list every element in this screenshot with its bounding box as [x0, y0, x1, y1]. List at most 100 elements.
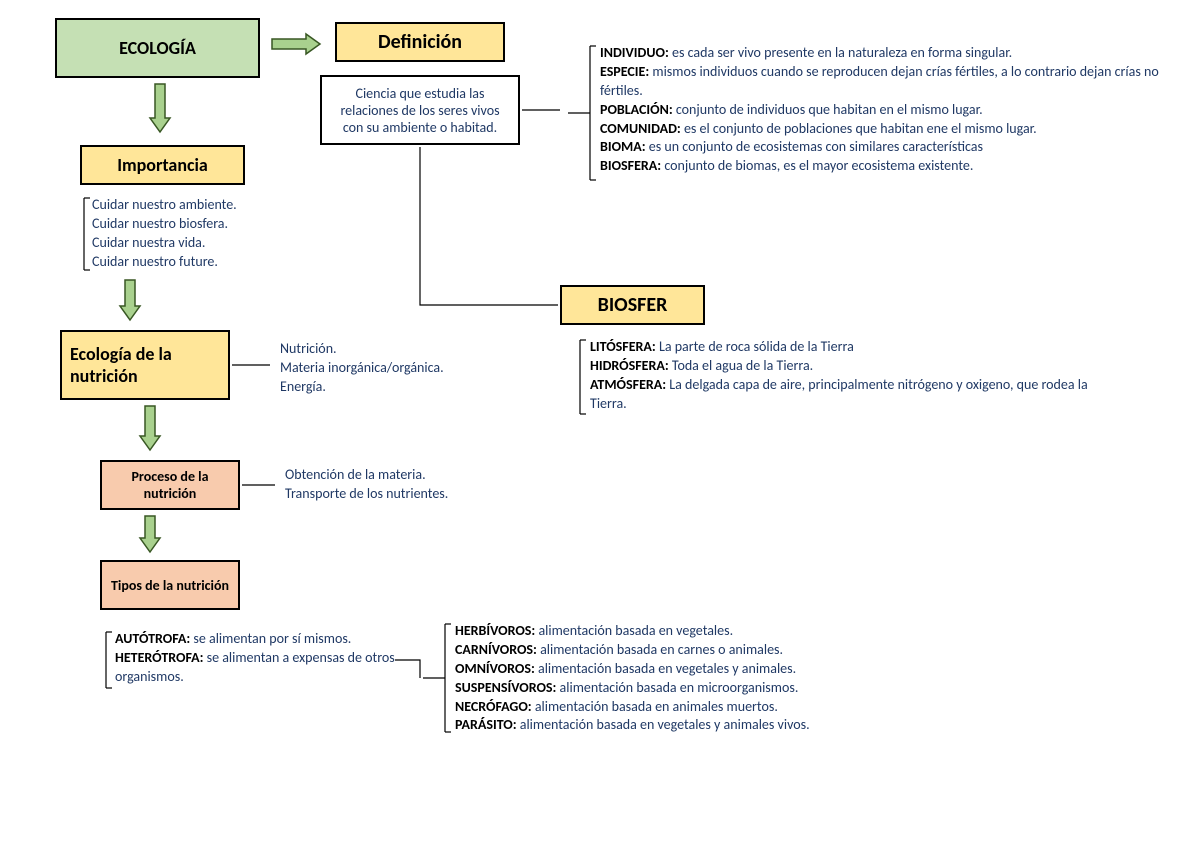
importancia-bracket — [84, 198, 90, 270]
desc: es cada ser vivo presente en la naturale… — [669, 44, 1012, 61]
list-item: Materia inorgánica/orgánica. — [280, 359, 444, 378]
list-item: Cuidar nuestro biosfera. — [92, 215, 237, 234]
list-item: HERBÍVOROS: alimentación basada en veget… — [455, 622, 810, 641]
box-proceso: Proceso de la nutrición — [100, 460, 240, 510]
term: BIOMA: — [600, 138, 646, 155]
list-item: Obtención de la materia. — [285, 466, 448, 485]
list-item: HETERÓTROFA: se alimentan a expensas de … — [115, 649, 395, 687]
list-item: Cuidar nuestro ambiente. — [92, 196, 237, 215]
list-item: NECRÓFAGO: alimentación basada en animal… — [455, 698, 810, 717]
desc: Cuidar nuestro ambiente. — [92, 196, 237, 213]
list-item: INDIVIDUO: es cada ser vivo presente en … — [600, 44, 1160, 63]
box-importancia: Importancia — [80, 145, 245, 185]
list-biosfer-terms: LITÓSFERA: La parte de roca sólida de la… — [590, 338, 1110, 414]
box-label: ECOLOGÍA — [119, 37, 196, 59]
tipos-to-hetero — [395, 660, 420, 678]
econutr-to-proceso — [140, 406, 160, 450]
box-definicion: Definición — [335, 22, 505, 62]
box-label: Ciencia que estudia las relaciones de lo… — [330, 85, 510, 136]
desc: Nutrición. — [280, 340, 337, 357]
biosfer-bracket — [580, 340, 586, 414]
list-item: AUTÓTROFA: se alimentan por sí mismos. — [115, 630, 395, 649]
list-item: POBLACIÓN: conjunto de individuos que ha… — [600, 101, 1160, 120]
diagram-canvas: ECOLOGÍA Definición Importancia Ciencia … — [0, 0, 1200, 848]
list-item: ESPECIE: mismos individuos cuando se rep… — [600, 63, 1160, 101]
list-item: Transporte de los nutrientes. — [285, 485, 448, 504]
term: ESPECIE: — [600, 63, 649, 80]
desc: alimentación basada en vegetales y anima… — [517, 716, 810, 733]
box-ciencia: Ciencia que estudia las relaciones de lo… — [320, 75, 520, 145]
term: HERBÍVOROS: — [455, 622, 535, 639]
term: POBLACIÓN: — [600, 101, 673, 118]
desc: Toda el agua de la Tierra. — [669, 357, 814, 374]
box-label: Definición — [378, 30, 462, 54]
term: NECRÓFAGO: — [455, 698, 532, 715]
term: AUTÓTROFA: — [115, 630, 190, 647]
term: LITÓSFERA: — [590, 338, 656, 355]
desc: Energía. — [280, 378, 326, 395]
desc: Obtención de la materia. — [285, 466, 426, 483]
desc: alimentación basada en carnes o animales… — [537, 641, 783, 658]
list-item: Energía. — [280, 378, 444, 397]
list-item: SUSPENSÍVOROS: alimentación basada en mi… — [455, 679, 810, 698]
desc: alimentación basada en animales muertos. — [532, 698, 778, 715]
term: COMUNIDAD: — [600, 120, 681, 137]
box-label: Importancia — [117, 154, 208, 176]
box-econutr: Ecología de la nutrición — [60, 330, 230, 400]
term: CARNÍVOROS: — [455, 641, 537, 658]
term: HIDRÓSFERA: — [590, 357, 669, 374]
box-ecologia: ECOLOGÍA — [55, 18, 260, 78]
ecologia-to-importancia — [150, 84, 170, 132]
list-item: Cuidar nuestro future. — [92, 253, 237, 272]
box-tipos: Tipos de la nutrición — [100, 560, 240, 610]
list-tipos-below: AUTÓTROFA: se alimentan por sí mismos.HE… — [115, 630, 395, 687]
desc: La parte de roca sólida de la Tierra — [656, 338, 854, 355]
defterms-bracket — [568, 46, 596, 180]
ecologia-to-definicion — [272, 34, 320, 54]
list-item: BIOSFERA: conjunto de biomas, es el mayo… — [600, 157, 1160, 176]
desc: alimentación basada en microorganismos. — [556, 679, 798, 696]
list-importancia: Cuidar nuestro ambiente. Cuidar nuestro b… — [92, 196, 237, 272]
term: INDIVIDUO: — [600, 44, 669, 61]
tipos-bracket — [106, 632, 112, 688]
box-biosfer: BIOSFER — [560, 285, 705, 325]
importancia-to-econutr — [120, 280, 140, 320]
desc: es un conjunto de ecosistemas con simila… — [646, 138, 983, 155]
list-item: PARÁSITO: alimentación basada en vegetal… — [455, 716, 810, 735]
list-hetero-types: HERBÍVOROS: alimentación basada en veget… — [455, 622, 810, 735]
desc: Materia inorgánica/orgánica. — [280, 359, 444, 376]
desc: conjunto de individuos que habitan en el… — [673, 101, 983, 118]
desc: Cuidar nuestra vida. — [92, 234, 205, 251]
hetero-bracket — [423, 624, 451, 732]
list-proceso-side: Obtención de la materia. Transporte de lo… — [285, 466, 448, 504]
box-label: Proceso de la nutrición — [110, 468, 230, 502]
list-item: BIOMA: es un conjunto de ecosistemas con… — [600, 138, 1160, 157]
list-item: COMUNIDAD: es el conjunto de poblaciones… — [600, 120, 1160, 139]
list-item: CARNÍVOROS: alimentación basada en carne… — [455, 641, 810, 660]
term: BIOSFERA: — [600, 157, 661, 174]
desc: alimentación basada en vegetales y anima… — [535, 660, 796, 677]
list-item: HIDRÓSFERA: Toda el agua de la Tierra. — [590, 357, 1110, 376]
desc: Cuidar nuestro future. — [92, 253, 218, 270]
desc: conjunto de biomas, es el mayor ecosiste… — [661, 157, 973, 174]
list-econutr-side: Nutrición. Materia inorgánica/orgánica. En… — [280, 340, 444, 397]
desc: se alimentan por sí mismos. — [190, 630, 351, 647]
term: ATMÓSFERA: — [590, 376, 666, 393]
desc: Transporte de los nutrientes. — [285, 485, 448, 502]
term: PARÁSITO: — [455, 716, 517, 733]
list-item: Nutrición. — [280, 340, 444, 359]
box-label: BIOSFER — [598, 293, 668, 317]
list-item: LITÓSFERA: La parte de roca sólida de la… — [590, 338, 1110, 357]
desc: mismos individuos cuando se reproducen d… — [600, 63, 1159, 99]
box-label: Ecología de la nutrición — [70, 343, 220, 387]
ciencia-to-biosfer — [420, 147, 558, 305]
desc: Cuidar nuestro biosfera. — [92, 215, 228, 232]
desc: alimentación basada en vegetales. — [535, 622, 733, 639]
term: OMNÍVOROS: — [455, 660, 535, 677]
term: HETERÓTROFA: — [115, 649, 203, 666]
proceso-to-tipos — [140, 516, 160, 552]
desc: es el conjunto de poblaciones que habita… — [681, 120, 1037, 137]
box-label: Tipos de la nutrición — [111, 577, 229, 594]
term: SUSPENSÍVOROS: — [455, 679, 556, 696]
list-item: ATMÓSFERA: La delgada capa de aire, prin… — [590, 376, 1110, 414]
